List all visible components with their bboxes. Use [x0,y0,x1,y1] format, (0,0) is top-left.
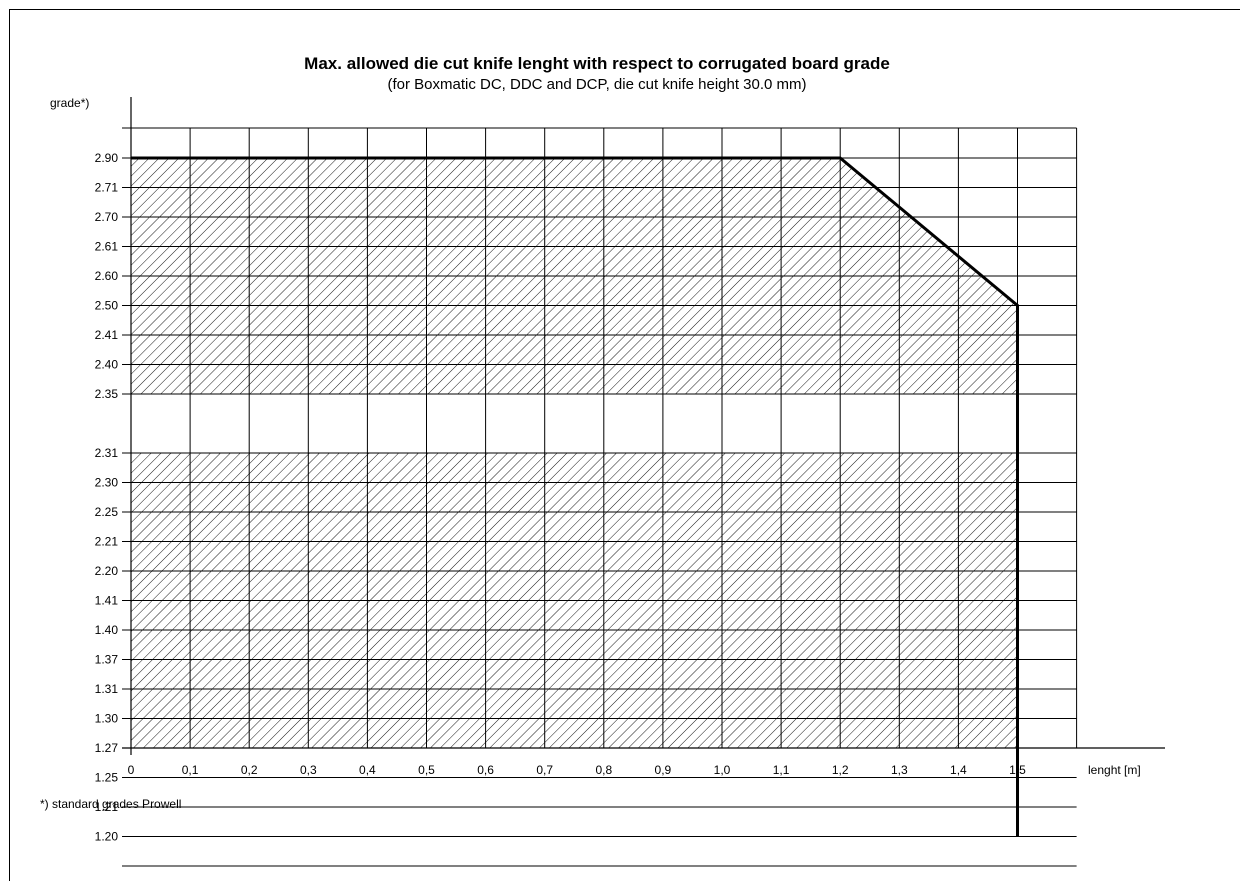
x-tick-label: 0,8 [595,763,612,777]
y-tick-label: 1.40 [95,623,119,637]
y-tick-label: 2.31 [95,446,119,460]
y-tick-label: 2.71 [95,181,119,195]
x-tick-label: 0,4 [359,763,376,777]
x-tick-label: 0,6 [477,763,494,777]
y-tick-label: 2.50 [95,299,119,313]
y-tick-label: 1.25 [95,771,119,785]
y-tick-label: 2.25 [95,505,119,519]
max-length-boundary-line [131,156,1019,837]
x-tick-label: 0,1 [182,763,199,777]
y-axis-label: grade*) [50,96,89,110]
y-tick-label: 2.40 [95,358,119,372]
y-tick-label: 2.41 [95,328,119,342]
axes-group [122,97,1165,755]
y-tick-label: 2.20 [95,564,119,578]
x-tick-label: 0,9 [655,763,672,777]
y-tick-label: 2.70 [95,210,119,224]
y-tick-label: 2.35 [95,387,119,401]
x-tick-label: 1,2 [832,763,849,777]
x-tick-label: 0,2 [241,763,258,777]
x-tick-label: 1,1 [773,763,790,777]
x-tick-label: 1,4 [950,763,967,777]
y-tick-labels: 2.90 2.71 2.70 2.61 2.60 2.50 2.41 2.40 2.35 2.31… [95,151,119,844]
y-tick-label: 1.30 [95,712,119,726]
chart-subtitle: (for Boxmatic DC, DDC and DCP, die cut k… [387,76,806,93]
x-tick-label: 0,5 [418,763,435,777]
y-tick-label: 2.90 [95,151,119,165]
y-tick-label: 1.27 [95,741,119,755]
y-tick-label: 1.20 [95,830,119,844]
y-tick-label: 1.41 [95,594,119,608]
boundary-group [131,156,1019,837]
y-tick-label: 2.60 [95,269,119,283]
grid-group [122,127,1078,867]
y-tick-label: 1.31 [95,682,119,696]
y-tick-label: 2.21 [95,535,119,549]
x-tick-labels: 0 0,1 0,2 0,3 0,4 0,5 0,6 0,7 0,8 0,9 1,0 1,1 1,2 1,3… [128,763,1027,777]
x-tick-label: 0,7 [536,763,553,777]
chart-title: Max. allowed die cut knife lenght with r… [304,54,890,73]
x-tick-label: 0 [128,763,135,777]
x-tick-label: 0,3 [300,763,317,777]
chart-frame [9,9,1240,881]
y-tick-label: 2.30 [95,476,119,490]
x-tick-label: 1,3 [891,763,908,777]
x-tick-label: 1,0 [714,763,731,777]
x-axis-label: lenght [m] [1088,763,1141,777]
y-tick-label: 2.61 [95,240,119,254]
y-tick-label: 1.37 [95,653,119,667]
y-tick-label: 1.21 [95,800,119,814]
